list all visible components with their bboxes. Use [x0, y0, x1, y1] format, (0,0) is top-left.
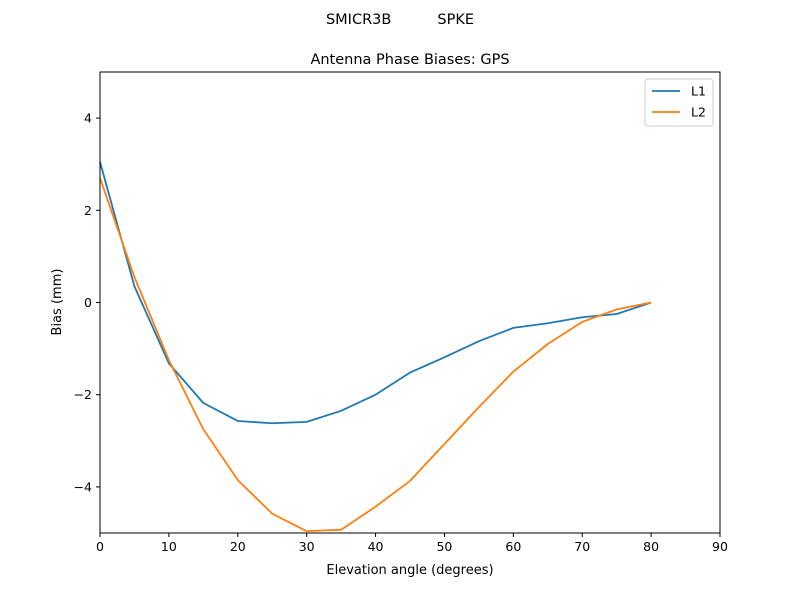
- series-line-l1: [99, 161, 652, 425]
- chart-title: Antenna Phase Biases: GPS: [310, 52, 509, 68]
- legend-label-l1: L1: [691, 84, 706, 99]
- x-tick-label: 80: [643, 539, 659, 554]
- x-axis-label: Elevation angle (degrees): [326, 563, 493, 578]
- x-tick-label: 20: [230, 539, 246, 554]
- y-tick-label: −4: [74, 479, 92, 494]
- x-tick-label: 90: [712, 539, 728, 554]
- y-tick-label: −2: [74, 387, 92, 402]
- x-axis-ticks: 0 10 20 30 40 50 60 70 80 90: [96, 533, 728, 554]
- y-axis-ticks: −4 −2 0 2 4: [74, 111, 100, 494]
- y-tick-label: 0: [84, 295, 92, 310]
- y-tick-label: 2: [84, 203, 92, 218]
- y-axis-label: Bias (mm): [50, 269, 65, 336]
- legend-label-l2: L2: [691, 105, 706, 120]
- plot-frame: [99, 71, 721, 534]
- chart-suptitle: SMICR3B SPKE: [326, 12, 474, 28]
- x-tick-label: 0: [96, 539, 104, 554]
- x-tick-label: 70: [574, 539, 590, 554]
- series-line-l2: [99, 177, 652, 533]
- y-tick-label: 4: [84, 111, 92, 126]
- x-tick-label: 40: [368, 539, 384, 554]
- x-tick-label: 30: [299, 539, 315, 554]
- x-tick-label: 50: [436, 539, 452, 554]
- x-tick-label: 60: [505, 539, 521, 554]
- x-tick-label: 10: [161, 539, 177, 554]
- plot-lines: [99, 161, 652, 533]
